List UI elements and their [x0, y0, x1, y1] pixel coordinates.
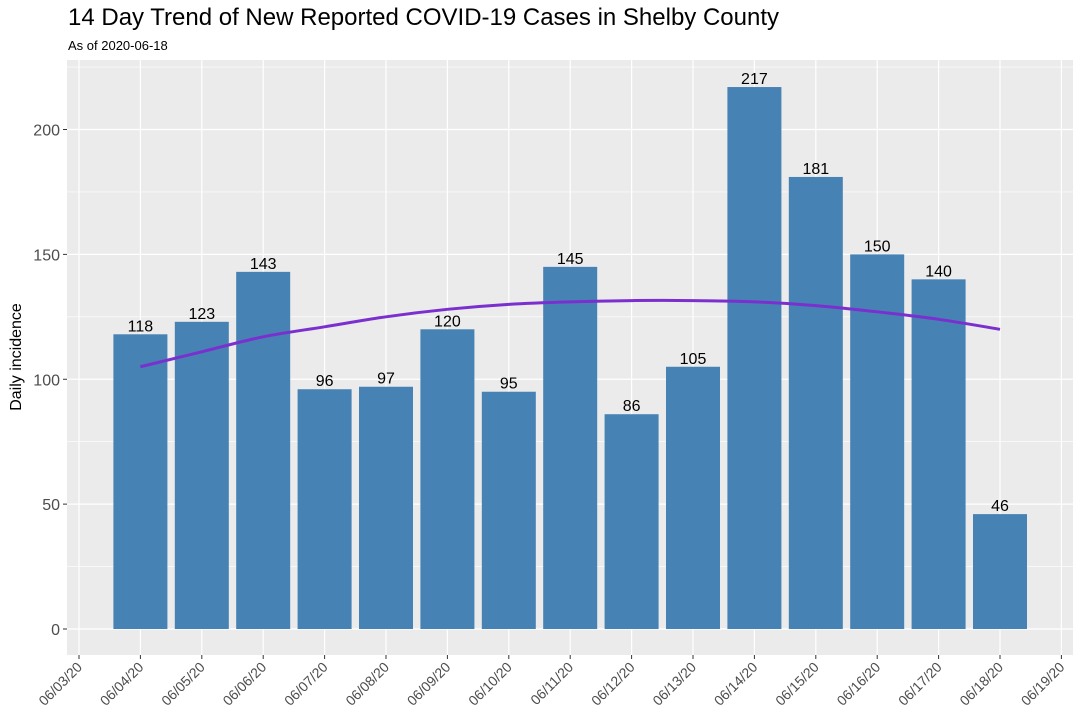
bar-value-label: 120 [434, 313, 461, 330]
x-tick-label: 06/13/20 [649, 659, 699, 709]
bar [788, 176, 843, 629]
y-axis-title: Daily incidence [8, 303, 25, 411]
bar-value-label: 96 [316, 373, 334, 390]
x-tick-label: 06/09/20 [404, 659, 454, 709]
bar-value-label: 46 [991, 498, 1009, 515]
bar [481, 391, 536, 629]
x-tick-label: 06/15/20 [772, 659, 822, 709]
bar-value-label: 95 [500, 376, 518, 393]
x-tick-label: 06/17/20 [895, 659, 945, 709]
bar-value-label: 217 [741, 71, 768, 88]
bar [420, 329, 475, 629]
x-tick-label: 06/12/20 [588, 659, 638, 709]
x-tick-label: 06/06/20 [219, 659, 269, 709]
x-tick-label: 06/16/20 [833, 659, 883, 709]
y-tick-label: 200 [33, 123, 60, 140]
bar-value-label: 105 [680, 351, 707, 368]
x-tick-label: 06/04/20 [97, 659, 147, 709]
x-tick-label: 06/03/20 [35, 659, 85, 709]
x-tick-label: 06/11/20 [527, 659, 576, 708]
bar [973, 514, 1027, 629]
bar [543, 266, 598, 629]
trend-line [140, 298, 1001, 369]
bar-value-label: 145 [557, 251, 584, 268]
bar-value-label: 140 [925, 263, 952, 280]
bar [604, 414, 659, 629]
bar [727, 87, 782, 630]
y-axis: 0 50 100 150 200 [33, 123, 67, 639]
bar-labels: 118 123 143 96 97 120 95 145 86 105 217 181 150 140 46 [128, 71, 1009, 515]
y-tick-label: 100 [33, 372, 60, 389]
bar [850, 254, 905, 629]
bar-value-label: 123 [188, 306, 215, 323]
bar-value-label: 97 [377, 371, 395, 388]
x-tick-label: 06/05/20 [158, 659, 208, 709]
bar-value-label: 150 [864, 238, 891, 255]
x-tick-label: 06/19/20 [1018, 659, 1068, 709]
bar-value-label: 86 [623, 398, 641, 415]
bar [911, 279, 966, 629]
x-tick-label: 06/08/20 [342, 659, 392, 709]
bars [113, 87, 1027, 630]
bar-value-label: 143 [250, 256, 277, 273]
bar [666, 366, 720, 629]
x-tick-label: 06/18/20 [956, 659, 1006, 709]
y-tick-label: 150 [33, 247, 60, 264]
x-tick-label: 06/07/20 [281, 659, 331, 709]
bar [113, 334, 168, 629]
x-tick-label: 06/10/20 [465, 659, 515, 709]
bar-value-label: 118 [128, 318, 154, 335]
chart-title: 14 Day Trend of New Reported COVID-19 Ca… [68, 4, 780, 31]
x-axis: 06/03/20 06/04/20 06/05/20 06/06/20 06/07/20… [35, 655, 1068, 709]
bar [359, 386, 413, 629]
y-tick-label: 0 [51, 622, 60, 639]
bar-value-label: 181 [802, 161, 829, 178]
x-tick-label: 06/14/20 [711, 659, 761, 709]
y-tick-label: 50 [42, 497, 60, 514]
bar [236, 271, 291, 629]
bar [297, 389, 352, 629]
chart-subtitle: As of 2020-06-18 [68, 38, 168, 53]
bar [174, 321, 229, 629]
